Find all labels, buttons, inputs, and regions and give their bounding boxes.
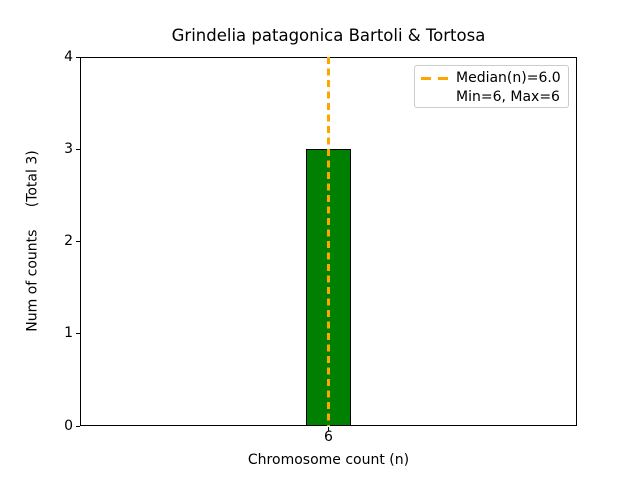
chart-title: Grindelia patagonica Bartoli & Tortosa <box>171 26 486 45</box>
y-tick-label: 0 <box>64 417 73 434</box>
median-dashed-line-swatch <box>421 77 448 80</box>
y-tick-mark <box>76 56 80 58</box>
y-tick-label: 4 <box>64 48 73 65</box>
x-tick-label: 6 <box>324 429 333 445</box>
y-tick-mark <box>76 241 80 242</box>
y-tick-label: 3 <box>64 140 73 157</box>
x-tick-mark <box>328 427 329 431</box>
legend-label-minmax: Min=6, Max=6 <box>456 89 560 105</box>
y-axis-label: Num of counts (Total 3) <box>24 150 41 332</box>
legend-entry-median: Median(n)=6.0 <box>421 69 568 88</box>
y-tick-mark <box>76 333 80 335</box>
median-line <box>327 57 330 426</box>
y-tick-mark <box>76 148 80 150</box>
x-axis-label: Chromosome count (n) <box>247 452 410 468</box>
empty-swatch <box>421 96 448 99</box>
y-tick-label: 2 <box>64 233 73 249</box>
legend: Median(n)=6.0 Min=6, Max=6 <box>414 65 569 108</box>
legend-entry-minmax: Min=6, Max=6 <box>421 88 568 107</box>
y-tick-mark <box>76 425 80 427</box>
y-tick-label: 1 <box>64 325 73 342</box>
legend-label-median: Median(n)=6.0 <box>456 70 561 86</box>
